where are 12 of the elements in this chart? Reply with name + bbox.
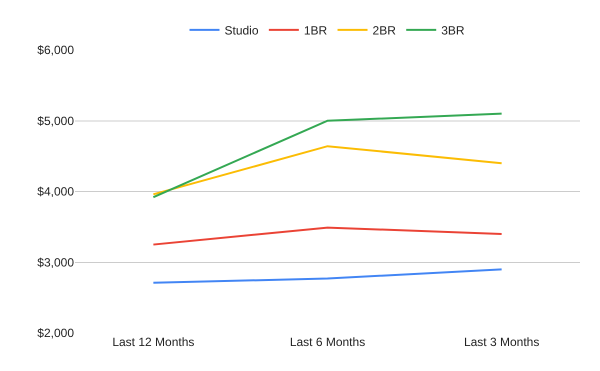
y-tick-label: $6,000 (37, 43, 74, 58)
legend-label: 1BR (304, 24, 328, 38)
y-tick-label: $2,000 (37, 326, 74, 340)
y-tick-label: $5,000 (37, 114, 74, 128)
x-tick-label: Last 6 Months (290, 335, 366, 349)
legend-label: 3BR (441, 24, 465, 38)
legend-label: 2BR (372, 24, 396, 38)
x-tick-label: Last 12 Months (112, 335, 194, 349)
y-tick-label: $3,000 (37, 255, 74, 270)
y-tick-label: $4,000 (37, 184, 74, 199)
legend-label: Studio (224, 24, 259, 38)
x-tick-label: Last 3 Months (464, 335, 540, 349)
